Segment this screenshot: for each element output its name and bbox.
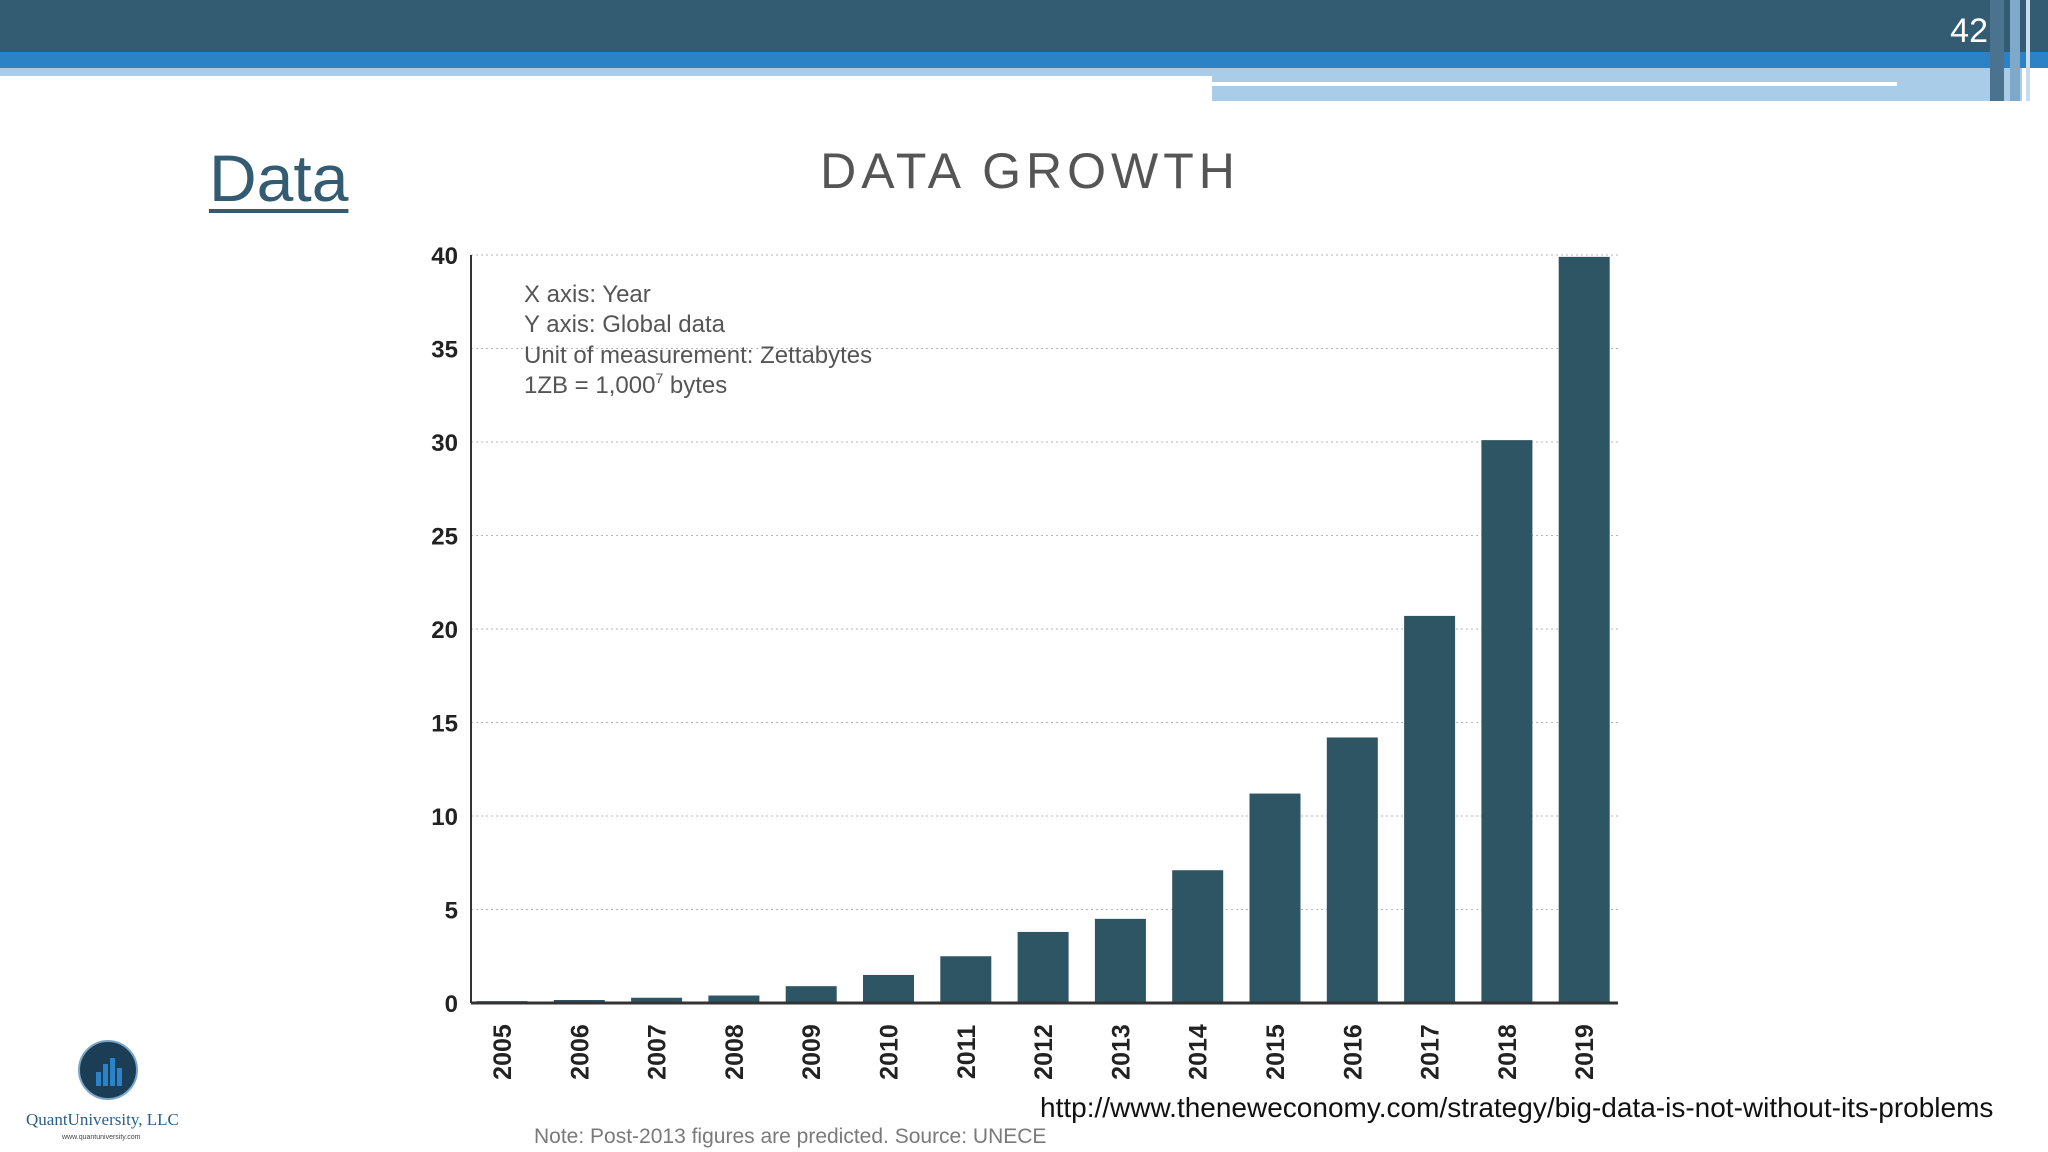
- bar-2014: [1172, 870, 1224, 1003]
- x-tick-label: 2006: [566, 1024, 594, 1080]
- bar-2010: [863, 974, 914, 1003]
- y-tick-label: 25: [431, 524, 458, 551]
- annotation-line: Unit of measurement: Zettabytes: [524, 342, 872, 369]
- bar-2009: [785, 986, 837, 1003]
- y-tick-label: 15: [431, 711, 458, 738]
- quantuniversity-logo-icon: [78, 1040, 138, 1100]
- bar-2016: [1326, 737, 1378, 1003]
- bar-2018: [1481, 440, 1533, 1003]
- gridlines: [471, 254, 1618, 910]
- bar-2007: [631, 997, 683, 1003]
- x-tick-label: 2019: [1571, 1024, 1599, 1080]
- bar-2019: [1558, 256, 1610, 1003]
- header-accent-stripe: [0, 52, 2048, 68]
- x-tick-label: 2005: [489, 1024, 517, 1080]
- y-tick-label: 10: [431, 804, 458, 831]
- source-link[interactable]: http://www.theneweconomy.com/strategy/bi…: [1040, 1092, 1994, 1123]
- axes: [470, 255, 1618, 1005]
- header-light-stripe: [0, 68, 1212, 76]
- x-tick-label: 2014: [1185, 1024, 1213, 1080]
- header-end-bar: [2010, 0, 2020, 101]
- y-tick-labels: 0 5 10 15 20 25 30 35 40: [431, 243, 458, 1018]
- bar-2013: [1094, 918, 1146, 1003]
- bar-2008: [708, 995, 760, 1003]
- x-tick-label: 2009: [798, 1024, 826, 1080]
- logo-website: www.quantuniversity.com: [62, 1134, 141, 1141]
- header-end-bar: [1990, 0, 2004, 101]
- x-tick-label: 2007: [644, 1024, 672, 1080]
- header-end-bar: [2026, 0, 2030, 101]
- annotation-line: 1ZB = 1,0007 bytes: [524, 370, 727, 399]
- y-tick-label: 30: [431, 430, 458, 457]
- y-tick-label: 40: [431, 243, 458, 270]
- y-tick-label: 0: [445, 991, 458, 1018]
- chart-source-note: Note: Post-2013 figures are predicted. S…: [534, 1125, 1046, 1148]
- chart-annotation: X axis: Year Y axis: Global data Unit of…: [524, 281, 872, 399]
- x-tick-label: 2018: [1494, 1024, 1522, 1080]
- x-tick-label: 2008: [721, 1024, 749, 1080]
- x-tick-label: 2012: [1030, 1024, 1058, 1080]
- bar-2017: [1404, 615, 1456, 1003]
- annotation-line: X axis: Year: [524, 281, 651, 308]
- y-tick-label: 5: [445, 898, 458, 925]
- slide-number: 42: [1950, 12, 1988, 50]
- y-tick-label: 20: [431, 617, 458, 644]
- x-tick-label: 2011: [953, 1025, 981, 1079]
- x-tick-label: 2010: [876, 1024, 904, 1080]
- slide-title[interactable]: Data: [209, 141, 349, 215]
- x-tick-label: 2017: [1417, 1024, 1445, 1080]
- bar-2012: [1017, 931, 1069, 1003]
- bars: [476, 256, 1610, 1003]
- annotation-line: Y axis: Global data: [524, 311, 726, 338]
- x-tick-label: 2016: [1339, 1024, 1367, 1080]
- y-tick-label: 35: [431, 337, 458, 364]
- x-tick-label: 2015: [1262, 1024, 1290, 1080]
- logo-company-name: QuantUniversity, LLC: [26, 1110, 179, 1129]
- x-tick-labels: 2005 2006 2007 2008 2009 2010 2011 2012 2013 2014…: [489, 1024, 1599, 1080]
- bar-2011: [940, 956, 992, 1003]
- bar-2015: [1249, 793, 1301, 1003]
- header-banner: [0, 0, 2048, 52]
- header-white-line: [1212, 82, 1897, 86]
- chart-title: DATA GROWTH: [820, 143, 1240, 199]
- x-tick-label: 2013: [1107, 1024, 1135, 1080]
